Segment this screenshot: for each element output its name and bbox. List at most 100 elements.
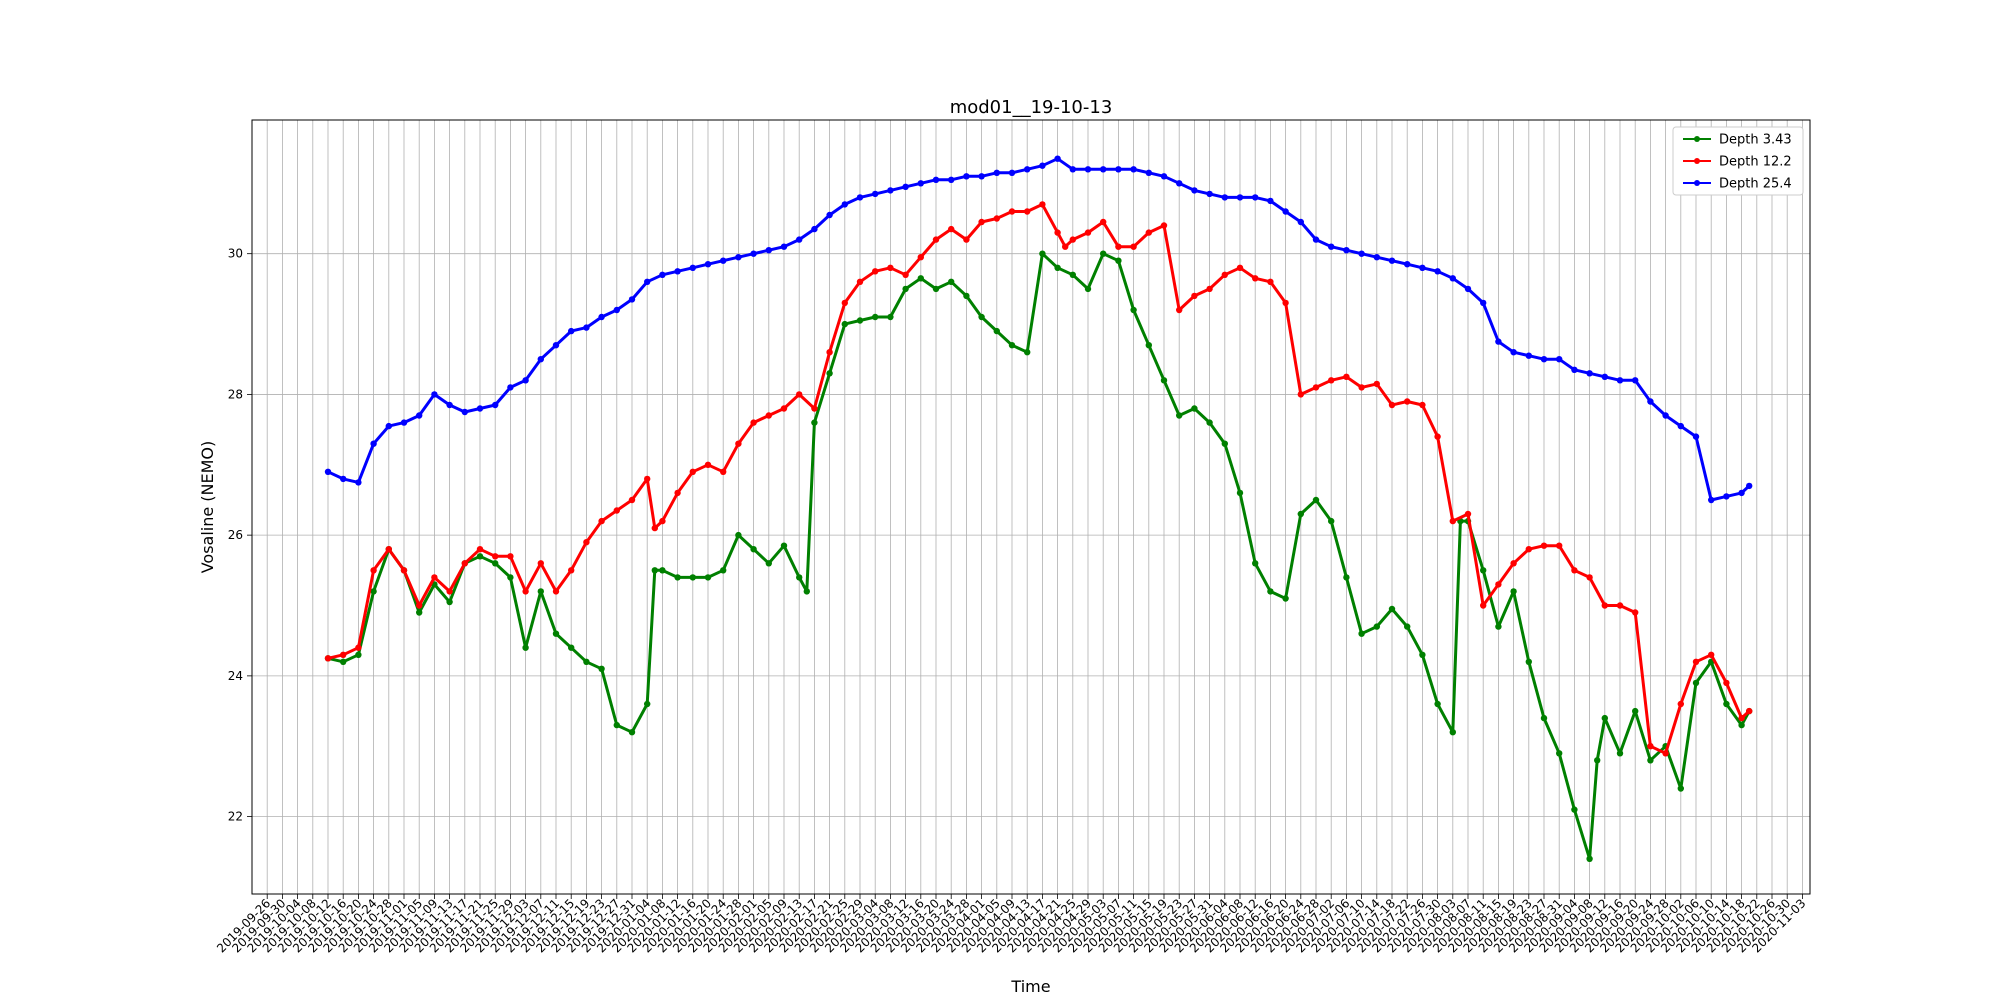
data-point <box>917 180 924 187</box>
data-point <box>507 553 514 560</box>
data-point <box>803 588 810 595</box>
data-point <box>735 531 742 539</box>
data-point <box>1586 370 1593 377</box>
y-tick-label: 30 <box>228 247 243 261</box>
data-point <box>476 553 484 560</box>
data-point <box>978 218 985 226</box>
data-point <box>704 261 712 268</box>
data-point <box>887 264 894 271</box>
data-point <box>1100 166 1107 173</box>
data-point <box>431 574 438 581</box>
data-point <box>1404 623 1411 630</box>
data-point <box>872 190 879 198</box>
data-point <box>1328 517 1335 525</box>
data-point <box>1069 166 1077 173</box>
y-tick-label: 22 <box>228 810 243 824</box>
data-point <box>522 644 529 651</box>
data-point <box>1130 166 1137 173</box>
data-point <box>765 247 772 254</box>
data-point <box>583 324 590 331</box>
data-point <box>689 264 696 271</box>
data-point <box>1160 173 1168 180</box>
data-point <box>1692 658 1700 665</box>
data-point <box>1434 268 1441 275</box>
data-point <box>644 278 651 285</box>
data-point <box>1084 166 1092 173</box>
data-point <box>1160 222 1168 229</box>
data-point <box>750 546 757 553</box>
data-point <box>552 588 560 595</box>
data-point <box>461 408 468 416</box>
data-point <box>651 567 658 574</box>
data-point <box>917 254 924 261</box>
data-point <box>1464 285 1472 293</box>
data-point <box>1632 377 1639 384</box>
data-point <box>1297 510 1305 518</box>
data-point <box>780 405 788 412</box>
data-point <box>1054 264 1061 271</box>
data-point <box>1404 398 1411 405</box>
series-3 <box>324 155 1753 504</box>
data-point <box>1176 306 1183 314</box>
data-point <box>1419 401 1426 409</box>
data-point <box>628 296 636 303</box>
data-point <box>841 201 848 208</box>
data-point <box>689 574 696 581</box>
data-point <box>1571 806 1578 813</box>
y-gridlines <box>252 253 1810 817</box>
data-point <box>1601 602 1609 609</box>
data-point <box>522 377 529 384</box>
data-point <box>1647 757 1654 764</box>
data-point <box>1084 285 1092 293</box>
data-point <box>948 278 955 285</box>
data-point <box>674 489 681 497</box>
data-point <box>568 567 575 574</box>
data-point <box>370 567 377 574</box>
chart-title: mod01__19-10-13 <box>950 97 1113 118</box>
data-point <box>340 658 347 665</box>
data-point <box>1206 419 1213 426</box>
data-point <box>598 517 605 525</box>
y-tick-label: 28 <box>228 387 243 401</box>
data-point <box>1145 229 1153 236</box>
data-point <box>628 729 636 736</box>
data-point <box>1632 707 1639 715</box>
data-point <box>735 254 742 261</box>
data-point <box>370 440 377 447</box>
data-point <box>1130 306 1137 314</box>
data-point <box>1449 275 1457 282</box>
data-point <box>355 644 362 651</box>
data-point <box>720 567 727 574</box>
data-point <box>932 176 940 183</box>
data-point <box>1495 623 1502 630</box>
data-point <box>1328 243 1335 250</box>
data-point <box>1145 342 1153 349</box>
data-point <box>1677 422 1685 430</box>
data-point <box>1160 377 1168 384</box>
data-point <box>932 285 940 293</box>
data-point <box>1100 218 1107 226</box>
data-point <box>902 285 909 293</box>
data-point <box>887 187 894 194</box>
plot-area <box>252 120 1810 894</box>
data-point <box>689 468 696 475</box>
data-point <box>1297 218 1305 226</box>
data-point <box>902 271 909 278</box>
legend: Depth 3.43 Depth 12.2 Depth 25.4 <box>1672 126 1804 196</box>
data-point <box>856 317 864 324</box>
x-axis: 2019-09-262019-09-302019-10-042019-10-08… <box>214 894 1809 955</box>
data-point <box>674 574 681 581</box>
data-point <box>1525 658 1533 665</box>
data-point <box>1419 651 1426 658</box>
data-point <box>1419 264 1426 271</box>
data-point <box>1267 588 1274 595</box>
data-point <box>1236 489 1244 497</box>
data-point <box>446 401 453 409</box>
x-axis-label: Time <box>1010 977 1050 996</box>
data-point <box>1191 292 1198 300</box>
data-point <box>416 602 423 609</box>
data-point <box>1746 482 1753 490</box>
data-point <box>1373 623 1381 630</box>
data-point <box>1647 743 1654 750</box>
y-axis-label: Vosaline (NEMO) <box>198 441 217 574</box>
